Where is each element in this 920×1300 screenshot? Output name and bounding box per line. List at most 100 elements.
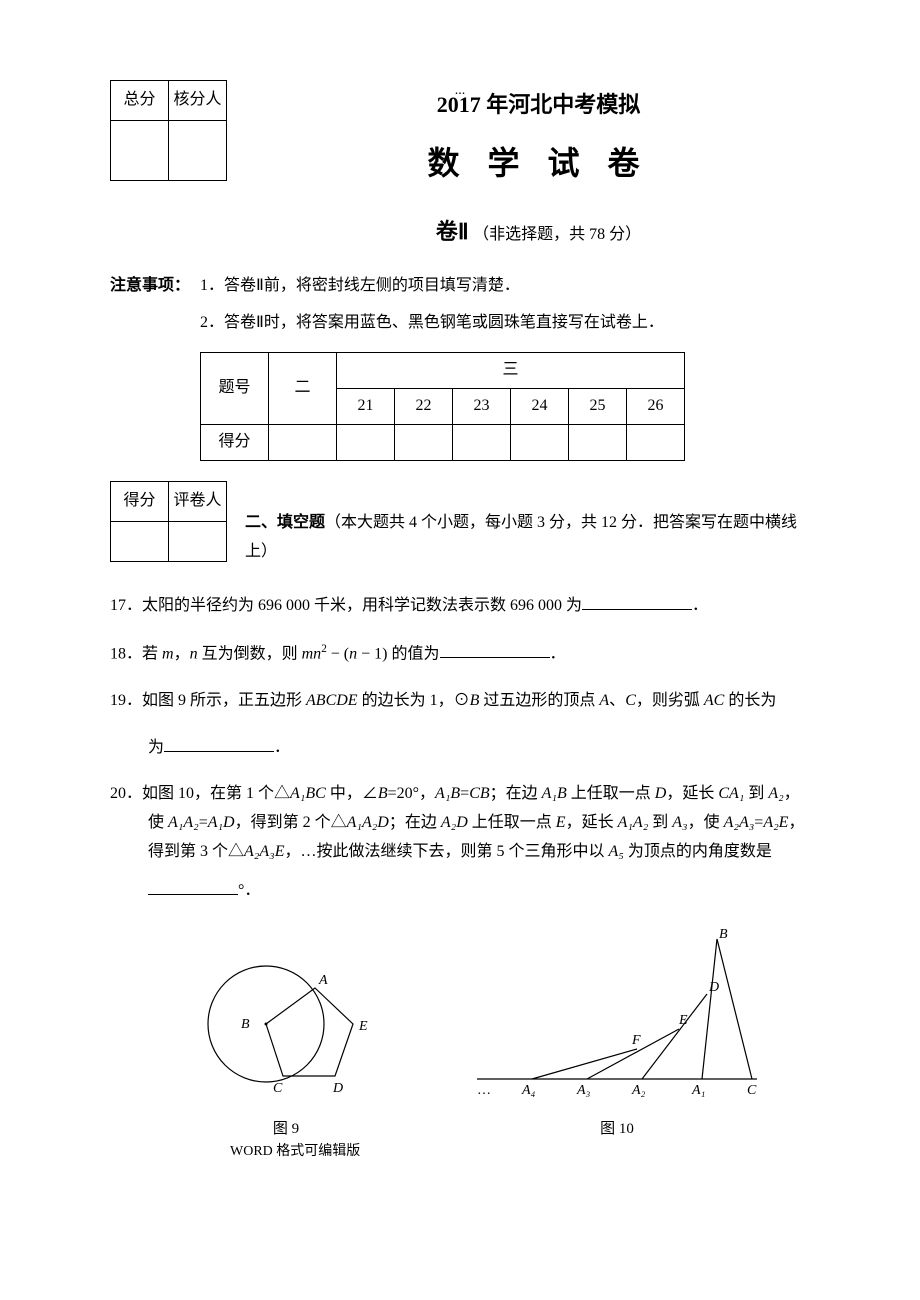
fig10-A3: A₃ bbox=[576, 1083, 591, 1098]
q20-a2e: A₂E bbox=[763, 814, 788, 831]
total-score-label: 总分 bbox=[111, 81, 169, 121]
figure-9-svg: A B C D E bbox=[181, 944, 391, 1104]
q18-mid: 互为倒数，则 bbox=[198, 645, 302, 662]
q20-a1a2d: A₁A₂D bbox=[347, 814, 389, 831]
q19-mid3: ，则劣弧 bbox=[636, 692, 704, 709]
q20-t3: =20°， bbox=[388, 785, 435, 802]
q20-B: B bbox=[378, 785, 388, 802]
paper-part: 卷Ⅱ bbox=[436, 219, 469, 244]
q18-blank bbox=[440, 642, 550, 658]
q19-blank bbox=[164, 736, 274, 752]
fig10-C: C bbox=[747, 1083, 757, 1098]
fig10-E: E bbox=[678, 1013, 688, 1028]
question-19: 19．如图 9 所示，正五边形 ABCDE 的边长为 1，⊙B 过五边形的顶点 … bbox=[110, 687, 810, 716]
q20-t6: ，延长 bbox=[666, 785, 718, 802]
q20-cb: CB bbox=[469, 785, 489, 802]
q18-num: 18． bbox=[110, 645, 142, 662]
fig9-B: B bbox=[241, 1017, 250, 1032]
eval-table: 得分 评卷人 bbox=[110, 481, 227, 562]
score-score-label: 得分 bbox=[201, 425, 269, 461]
q20-t10: ；在边 bbox=[389, 814, 441, 831]
q19-mid1: 的边长为 1，⊙ bbox=[358, 692, 470, 709]
score-col-23: 23 bbox=[453, 389, 511, 425]
section-2-title: 二、填空题 bbox=[245, 514, 325, 531]
q20-deg: °． bbox=[238, 882, 260, 899]
figure-10-svg: B D E F … A₄ A₃ A₂ A₁ C bbox=[457, 924, 777, 1104]
fig10-A1: A₁ bbox=[691, 1083, 705, 1098]
question-19-line2: 为． bbox=[110, 734, 810, 763]
score-cell-26 bbox=[627, 425, 685, 461]
q20-ca1: CA₁ bbox=[718, 785, 744, 802]
q19-a: A bbox=[599, 692, 609, 709]
q19-num: 19． bbox=[110, 692, 142, 709]
q20-a1a2b: A₁A₂ bbox=[618, 814, 649, 831]
fig10-F: F bbox=[631, 1033, 641, 1048]
q20-t2: 中，∠ bbox=[326, 785, 378, 802]
notes-block: 注意事项： 1．答卷Ⅱ前，将密封线左侧的项目填写清楚． 2．答卷Ⅱ时，将答案用蓝… bbox=[110, 272, 810, 338]
score-col-26: 26 bbox=[627, 389, 685, 425]
q20-t14: ，使 bbox=[688, 814, 720, 831]
q20-D: D bbox=[655, 785, 667, 802]
notes-item-2: 2．答卷Ⅱ时，将答案用蓝色、黑色钢笔或圆珠笔直接写在试卷上． bbox=[110, 309, 810, 338]
score-qnum-label: 题号 bbox=[201, 353, 269, 425]
question-20: 20．如图 10，在第 1 个△A₁BC 中，∠B=20°，A₁B=CB；在边 … bbox=[110, 780, 810, 866]
q20-t11: 上任取一点 bbox=[468, 814, 556, 831]
score-col-25: 25 bbox=[569, 389, 627, 425]
score-col-24: 24 bbox=[511, 389, 569, 425]
section-2-header: 得分 评卷人 二、填空题（本大题共 4 个小题，每小题 3 分，共 12 分．把… bbox=[110, 481, 810, 567]
q19-post: 的长为 bbox=[724, 692, 776, 709]
q18-pre: 若 bbox=[142, 645, 162, 662]
fig10-a1b bbox=[702, 939, 717, 1079]
fig10-cb bbox=[717, 939, 752, 1079]
q20-num: 20． bbox=[110, 785, 142, 802]
q18-comma: ， bbox=[174, 645, 190, 662]
q19-abcde: ABCDE bbox=[306, 692, 358, 709]
q20-a1b: A₁B bbox=[435, 785, 460, 802]
scorer-cell bbox=[169, 121, 227, 181]
q20-a1d: A₁D bbox=[208, 814, 235, 831]
figure-10: B D E F … A₄ A₃ A₂ A₁ C 图 10 bbox=[457, 924, 777, 1144]
q20-a2a3e: A₂A₃E bbox=[244, 843, 284, 860]
paper-part-note: （非选择题，共 78 分） bbox=[473, 226, 641, 243]
total-score-cell bbox=[111, 121, 169, 181]
q20-t12: ，延长 bbox=[566, 814, 618, 831]
q18-post: 的值为 bbox=[388, 645, 440, 662]
score-cell-24 bbox=[511, 425, 569, 461]
q20-t17: 为顶点的内角度数是 bbox=[624, 843, 772, 860]
eval-score-label: 得分 bbox=[111, 482, 169, 522]
q17-num: 17． bbox=[110, 597, 142, 614]
score-section-2: 二 bbox=[269, 353, 337, 425]
q20-E: E bbox=[556, 814, 566, 831]
score-col-21: 21 bbox=[337, 389, 395, 425]
q18-n2: n bbox=[349, 645, 357, 662]
fig10-A2: A₂ bbox=[631, 1083, 646, 1098]
title-block: 2017 年河北中考模拟 数 学 试 卷 卷Ⅱ （非选择题，共 78 分） bbox=[267, 85, 810, 252]
fig10-A4: A₄ bbox=[521, 1083, 536, 1098]
q20-eq3: = bbox=[754, 814, 763, 831]
figure-9: A B C D E 图 9 bbox=[181, 944, 391, 1144]
q20-a1a2: A₁A₂ bbox=[168, 814, 199, 831]
q19-sep1: 、 bbox=[609, 692, 625, 709]
q17-blank bbox=[582, 594, 692, 610]
exam-title-2: 数 学 试 卷 bbox=[267, 135, 810, 193]
figure-10-label: 图 10 bbox=[457, 1116, 777, 1143]
eval-score-cell bbox=[111, 522, 169, 562]
q18-n: n bbox=[190, 645, 198, 662]
q20-t4: ；在边 bbox=[490, 785, 542, 802]
q18-minus1: − 1) bbox=[357, 645, 387, 662]
q17-text: 太阳的半径约为 696 000 千米，用科学记数法表示数 696 000 为 bbox=[142, 597, 582, 614]
score-col-22: 22 bbox=[395, 389, 453, 425]
q20-t13: 到 bbox=[648, 814, 672, 831]
fig9-E: E bbox=[358, 1019, 368, 1034]
q19-b: B bbox=[470, 692, 480, 709]
question-18: 18．若 m，n 互为倒数，则 mn2 − (n − 1) 的值为． bbox=[110, 639, 810, 669]
score-section-3: 三 bbox=[337, 353, 685, 389]
q19-pre: 如图 9 所示，正五边形 bbox=[142, 692, 306, 709]
q20-a1bc: A₁BC bbox=[290, 785, 326, 802]
scorer-label: 核分人 bbox=[169, 81, 227, 121]
fig10-a2d bbox=[642, 994, 707, 1079]
q18-minus: − ( bbox=[327, 645, 349, 662]
fig9-C: C bbox=[273, 1081, 283, 1096]
q20-a2a3: A₂A₃ bbox=[724, 814, 755, 831]
q20-a5: A₅ bbox=[608, 843, 623, 860]
